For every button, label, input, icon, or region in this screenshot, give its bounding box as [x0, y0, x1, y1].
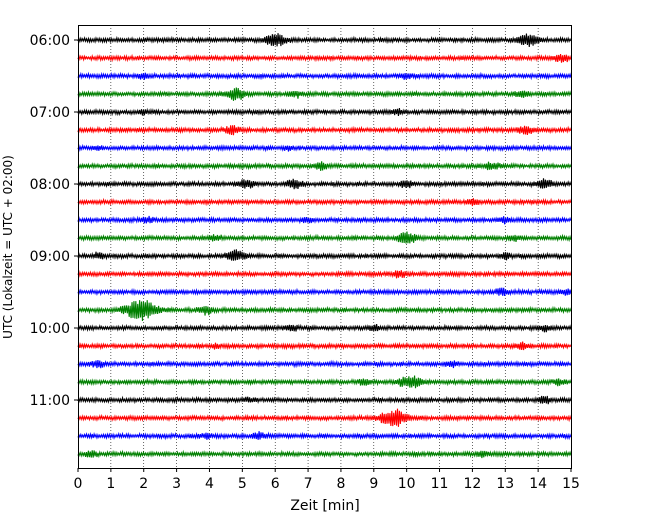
- grid-lines: [110, 25, 539, 468]
- trace-09:30: [77, 287, 572, 297]
- y-axis-label: UTC (Lokalzeit = UTC + 02:00): [1, 155, 15, 339]
- x-tick-label-1: 1: [106, 476, 115, 492]
- x-tick-label-2: 2: [139, 476, 148, 492]
- y-tick-label-07:00: 07:00: [30, 105, 70, 121]
- x-tick-label-14: 14: [529, 476, 547, 492]
- trace-06:00: [77, 33, 572, 47]
- trace-08:00: [77, 178, 572, 190]
- x-tick-label-7: 7: [304, 476, 313, 492]
- trace-07:45: [77, 161, 572, 171]
- x-axis-ticks: 0 1 2 3 4 5 6 7 8 9 10 11 12 13 14 15: [74, 468, 580, 492]
- trace-07:30: [77, 143, 572, 153]
- x-tick-label-3: 3: [172, 476, 181, 492]
- trace-06:45: [77, 87, 572, 101]
- x-tick-label-13: 13: [496, 476, 514, 492]
- x-tick-label-12: 12: [463, 476, 481, 492]
- trace-10:00: [77, 323, 572, 333]
- y-tick-label-11:00: 11:00: [30, 393, 70, 409]
- trace-09:15: [77, 269, 572, 279]
- x-tick-label-10: 10: [398, 476, 416, 492]
- trace-10:45: [77, 375, 572, 389]
- y-tick-label-06:00: 06:00: [30, 33, 70, 49]
- trace-09:00: [77, 249, 572, 261]
- trace-08:15: [77, 197, 572, 207]
- x-tick-label-6: 6: [271, 476, 280, 492]
- x-tick-label-8: 8: [336, 476, 345, 492]
- trace-07:00: [77, 107, 572, 117]
- y-tick-label-10:00: 10:00: [30, 321, 70, 337]
- trace-11:00: [77, 395, 572, 405]
- x-tick-label-11: 11: [431, 476, 449, 492]
- trace-09:45: [77, 300, 572, 321]
- x-tick-label-5: 5: [238, 476, 247, 492]
- trace-08:30: [77, 215, 572, 225]
- x-tick-label-0: 0: [74, 476, 83, 492]
- y-axis-ticks: 06:00 07:00 08:00 09:00 10:00 11:00: [30, 33, 78, 409]
- x-tick-label-4: 4: [205, 476, 214, 492]
- y-tick-label-09:00: 09:00: [30, 249, 70, 265]
- trace-06:15: [77, 53, 572, 63]
- trace-11:30: [77, 431, 572, 441]
- x-axis-label: Zeit [min]: [290, 498, 359, 514]
- x-tick-label-15: 15: [562, 476, 580, 492]
- trace-06:30: [77, 71, 572, 81]
- y-tick-label-08:00: 08:00: [30, 177, 70, 193]
- trace-10:15: [77, 341, 572, 351]
- trace-08:45: [77, 231, 572, 244]
- x-tick-label-9: 9: [369, 476, 378, 492]
- trace-11:15: [77, 408, 572, 427]
- plot-frame: [78, 25, 572, 469]
- trace-11:45: [77, 449, 572, 459]
- seismic-traces: [77, 33, 572, 459]
- trace-07:15: [77, 125, 572, 136]
- trace-10:30: [77, 359, 572, 369]
